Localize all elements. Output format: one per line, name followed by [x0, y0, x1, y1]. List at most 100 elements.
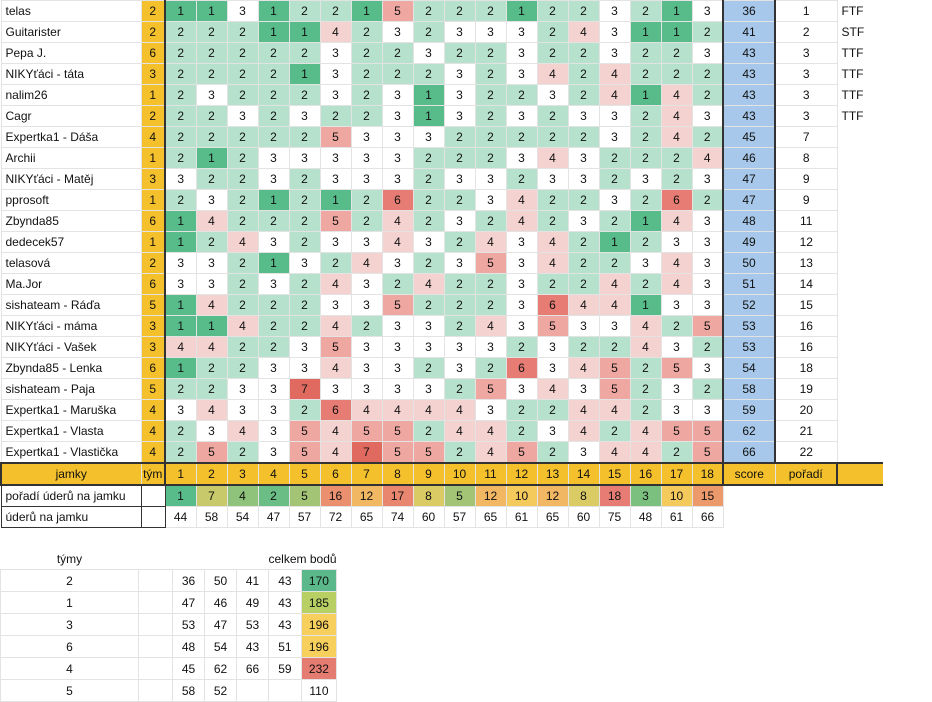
hole-score: 4 [195, 399, 228, 421]
header-hole-number: 7 [350, 462, 383, 486]
hole-score: 2 [691, 378, 724, 400]
player-row: Guitarister 2 2 2 2 1 1 4 2 3 2 3 3 3 2 4 3 1 1 2 41 2 STF [0, 21, 883, 43]
hole-score: 5 [660, 420, 693, 442]
team-number: 4 [140, 399, 166, 421]
hole-score: 2 [536, 21, 569, 43]
hole-score: 5 [474, 378, 507, 400]
hole-score: 2 [288, 210, 321, 232]
hole-score: 3 [350, 231, 383, 253]
player-row: Pepa J. 6 2 2 2 2 2 3 2 2 3 2 2 3 2 2 3 2 2 3 43 3 TTF [0, 42, 883, 64]
hole-score: 3 [567, 210, 600, 232]
hole-score: 3 [598, 189, 631, 211]
hole-score: 3 [257, 147, 290, 169]
hole-score: 2 [164, 63, 197, 85]
hole-score: 2 [350, 105, 383, 127]
hole-score: 3 [381, 105, 414, 127]
player-rank: 7 [774, 126, 838, 148]
hole-score: 2 [195, 42, 228, 64]
hole-score: 4 [319, 357, 352, 379]
rank-note [837, 274, 883, 295]
hole-order-value: 7 [195, 484, 228, 507]
hole-order-value: 15 [691, 484, 724, 507]
hole-order-value: 10 [660, 484, 693, 507]
player-rank: 21 [774, 420, 838, 442]
header-hole-number: 9 [412, 462, 445, 486]
hole-score: 2 [226, 210, 259, 232]
hole-score: 3 [505, 273, 538, 295]
hole-score: 4 [350, 252, 383, 274]
hole-score: 3 [505, 294, 538, 316]
hole-score: 3 [288, 147, 321, 169]
hole-score: 2 [567, 63, 600, 85]
rank-note [837, 316, 883, 337]
hole-score: 2 [443, 294, 476, 316]
hole-score: 3 [536, 84, 569, 106]
hole-score: 3 [691, 294, 724, 316]
header-hole-number: 5 [288, 462, 321, 486]
header-hole-number: 8 [381, 462, 414, 486]
hole-score: 3 [505, 21, 538, 43]
hole-score: 2 [660, 147, 693, 169]
player-row: sishateam - Paja 5 2 2 3 3 7 3 3 3 3 2 5 3 4 3 5 2 3 2 58 19 [0, 378, 883, 400]
hole-score: 4 [350, 399, 383, 421]
team-summary-member-score: 53 [236, 613, 269, 636]
header-hole-number: 17 [660, 462, 693, 486]
player-name: Pepa J. [0, 42, 142, 64]
total-score: 50 [722, 252, 776, 274]
total-score: 43 [722, 84, 776, 106]
hole-score: 1 [412, 84, 445, 106]
team-summary-total: 185 [300, 591, 338, 614]
hole-score: 3 [443, 357, 476, 379]
hole-score: 2 [412, 0, 445, 22]
hole-score: 3 [381, 126, 414, 148]
hole-score: 3 [474, 189, 507, 211]
hole-score: 2 [257, 315, 290, 337]
hole-score: 2 [412, 21, 445, 43]
hole-score: 2 [598, 252, 631, 274]
hole-score: 2 [505, 336, 538, 358]
player-row: nalim26 1 2 3 2 2 2 3 2 3 1 3 2 2 3 2 4 1 4 2 43 3 TTF [0, 84, 883, 106]
hole-score: 2 [412, 189, 445, 211]
header-hole-number: 4 [257, 462, 290, 486]
hole-score: 2 [350, 210, 383, 232]
hole-score: 5 [691, 420, 724, 442]
player-row: Ma.Jor 6 3 3 2 3 2 4 3 2 4 2 2 3 2 2 4 2 4 3 51 14 [0, 273, 883, 295]
hole-score: 1 [412, 105, 445, 127]
hole-score: 4 [629, 336, 662, 358]
hole-score: 2 [350, 315, 383, 337]
hole-score: 3 [381, 357, 414, 379]
team-summary-team: 6 [0, 635, 139, 658]
hole-score: 2 [629, 273, 662, 295]
hole-score: 3 [381, 315, 414, 337]
hole-strokes-value: 65 [350, 506, 383, 528]
hole-score: 2 [257, 63, 290, 85]
hole-score: 3 [257, 168, 290, 190]
hole-score: 2 [505, 420, 538, 442]
total-score: 54 [722, 357, 776, 379]
hole-score: 5 [381, 0, 414, 22]
hole-score: 2 [443, 273, 476, 295]
hole-score: 2 [381, 273, 414, 295]
hole-score: 2 [598, 168, 631, 190]
hole-score: 3 [691, 357, 724, 379]
hole-score: 2 [350, 84, 383, 106]
player-rank: 12 [774, 231, 838, 253]
hole-score: 3 [660, 378, 693, 400]
player-row: dedecek57 1 1 2 4 3 2 3 3 4 3 2 4 3 4 2 1 2 3 3 49 12 [0, 231, 883, 253]
hole-score: 2 [195, 168, 228, 190]
player-rank: 3 [774, 63, 838, 85]
hole-order-value: 5 [443, 484, 476, 507]
hole-score: 3 [598, 21, 631, 43]
hole-score: 5 [319, 210, 352, 232]
team-summary-team: 1 [0, 591, 139, 614]
team-summary: týmy celkem bodů 2 36 50 41 43 170 1 47 46 49 43 185 3… [0, 548, 338, 702]
header-hole-number: 6 [319, 462, 352, 486]
hole-score: 2 [660, 63, 693, 85]
hole-score: 3 [505, 147, 538, 169]
total-score: 58 [722, 378, 776, 400]
hole-score: 3 [381, 168, 414, 190]
header-hole-number: 12 [505, 462, 538, 486]
hole-score: 3 [691, 105, 724, 127]
hole-score: 4 [226, 420, 259, 442]
team-number: 6 [140, 42, 166, 64]
